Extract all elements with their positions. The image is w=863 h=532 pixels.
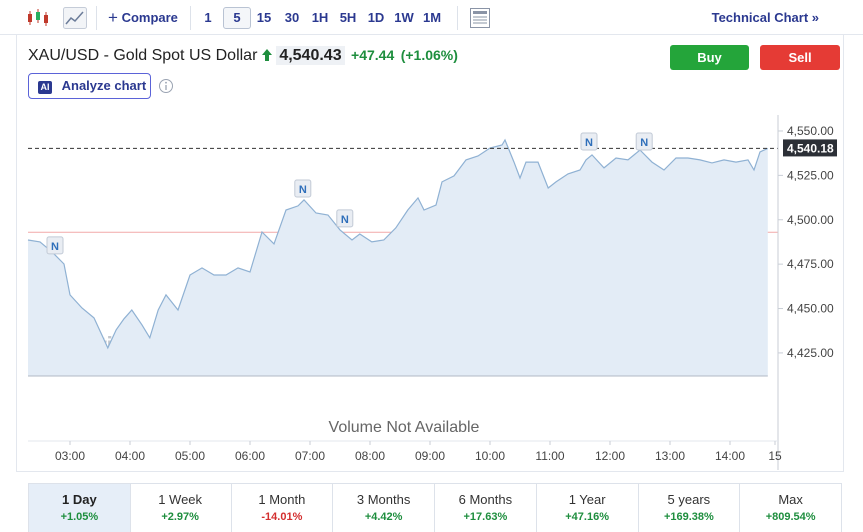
layout-icon[interactable]	[470, 8, 490, 28]
period-label: 5 years	[667, 492, 711, 507]
period-tab[interactable]: 1 Week +2.97%	[129, 483, 232, 532]
period-label: 1 Day	[62, 492, 97, 507]
period-change: +809.54%	[765, 511, 816, 523]
x-tick-label: 09:00	[415, 449, 445, 463]
y-tick-label: 4,475.00	[787, 257, 834, 271]
news-marker-label: N	[299, 184, 307, 196]
change-pct: (+1.06%)	[400, 47, 458, 63]
period-tab[interactable]: 3 Months +4.42%	[333, 483, 435, 532]
period-change: +1.05%	[60, 511, 99, 523]
y-tick-label: 4,525.00	[787, 168, 834, 182]
timeframe-button[interactable]: 1M	[422, 10, 442, 25]
timeframe-button[interactable]: 1	[204, 10, 212, 25]
analyze-button[interactable]: AI Analyze chart	[28, 73, 151, 99]
period-label: 1 Week	[158, 492, 203, 507]
news-marker	[294, 179, 312, 198]
x-tick-label: 15	[768, 449, 782, 463]
current-price-label: 4,540.18	[787, 141, 834, 155]
period-tab[interactable]: 6 Months +17.63%	[435, 483, 537, 532]
period-change: +4.42%	[364, 511, 403, 523]
x-tick-label: 07:00	[295, 449, 325, 463]
up-arrow	[261, 49, 272, 61]
y-tick-label: 4,450.00	[787, 302, 834, 316]
period-change: +17.63%	[463, 511, 508, 523]
compare-button[interactable]: + Compare	[108, 8, 178, 28]
timeframe-button[interactable]: 1H	[311, 10, 329, 25]
price: 4,540.43	[276, 46, 345, 65]
news-marker	[336, 209, 354, 228]
period-tab[interactable]: Max +809.54%	[740, 483, 842, 532]
technical-chart-link[interactable]: Technical Chart »	[711, 10, 819, 25]
change: +47.44	[351, 47, 395, 63]
separator	[96, 6, 97, 30]
period-change: +47.16%	[565, 511, 609, 523]
period-label: Max	[778, 492, 803, 507]
timeframe-button[interactable]: 30	[284, 10, 300, 25]
sell-button[interactable]: Sell	[760, 45, 840, 70]
timeframe-button[interactable]: 5H	[339, 10, 357, 25]
symbol: XAU/USD - Gold Spot US Dollar	[28, 47, 258, 64]
period-label: 6 Months	[458, 492, 513, 507]
area-fill	[28, 140, 768, 376]
frame	[16, 35, 844, 472]
separator	[190, 6, 191, 30]
x-tick-label: 10:00	[475, 449, 505, 463]
x-tick-label: 14:00	[715, 449, 745, 463]
x-tick-label: 05:00	[175, 449, 205, 463]
separator	[457, 6, 458, 30]
analyze-label: Analyze chart	[61, 78, 147, 93]
y-tick-label: 4,550.00	[787, 124, 834, 138]
news-marker	[580, 132, 598, 151]
area-icon[interactable]	[63, 7, 87, 29]
timeframe-button[interactable]: 1W	[394, 10, 414, 25]
chart: Investing.comNNNNN4,425.004,450.004,475.…	[27, 115, 837, 470]
period-tab[interactable]: 1 Month -14.01%	[231, 483, 334, 532]
candles-icon[interactable]	[26, 8, 50, 28]
period-label: 1 Month	[258, 492, 306, 507]
period-label: 1 Year	[568, 492, 606, 507]
news-marker-label: N	[640, 137, 648, 149]
x-tick-label: 08:00	[355, 449, 385, 463]
compare-label: Compare	[121, 10, 178, 25]
x-tick-label: 03:00	[55, 449, 85, 463]
news-marker-label: N	[51, 241, 59, 253]
x-tick-label: 13:00	[655, 449, 685, 463]
info-icon[interactable]	[158, 78, 174, 94]
period-tab[interactable]: 1 Day +1.05%	[28, 483, 131, 532]
x-tick-label: 06:00	[235, 449, 265, 463]
x-tick-label: 12:00	[595, 449, 625, 463]
news-marker-label: N	[585, 137, 593, 149]
x-tick-label: 04:00	[115, 449, 145, 463]
period-tab[interactable]: 1 Year +47.16%	[536, 483, 639, 532]
quote-line: XAU/USD - Gold Spot US Dollar 4,540.43 +…	[28, 45, 458, 66]
ai-badge: AI	[38, 81, 52, 94]
period-tab[interactable]: 5 years +169.38%	[638, 483, 741, 532]
volume-note: Volume Not Available	[329, 419, 480, 436]
x-tick-label: 11:00	[535, 449, 564, 463]
period-change: -14.01%	[261, 511, 303, 523]
news-marker	[635, 132, 653, 151]
timeframe-button[interactable]: 15	[256, 10, 272, 25]
y-tick-label: 4,500.00	[787, 213, 834, 227]
period-change: +169.38%	[663, 511, 714, 523]
toolbar-border	[0, 34, 863, 35]
y-tick-label: 4,425.00	[787, 346, 834, 360]
period-change: +2.97%	[161, 511, 199, 523]
timeframe-button[interactable]: 1D	[367, 10, 385, 25]
buy-button[interactable]: Buy	[670, 45, 749, 70]
news-marker	[46, 236, 64, 255]
period-label: 3 Months	[356, 492, 411, 507]
current-price-tag	[783, 139, 837, 157]
news-marker-label: N	[341, 214, 349, 226]
timeframe-button[interactable]: 5	[223, 7, 251, 29]
plus-icon: +	[108, 8, 118, 27]
